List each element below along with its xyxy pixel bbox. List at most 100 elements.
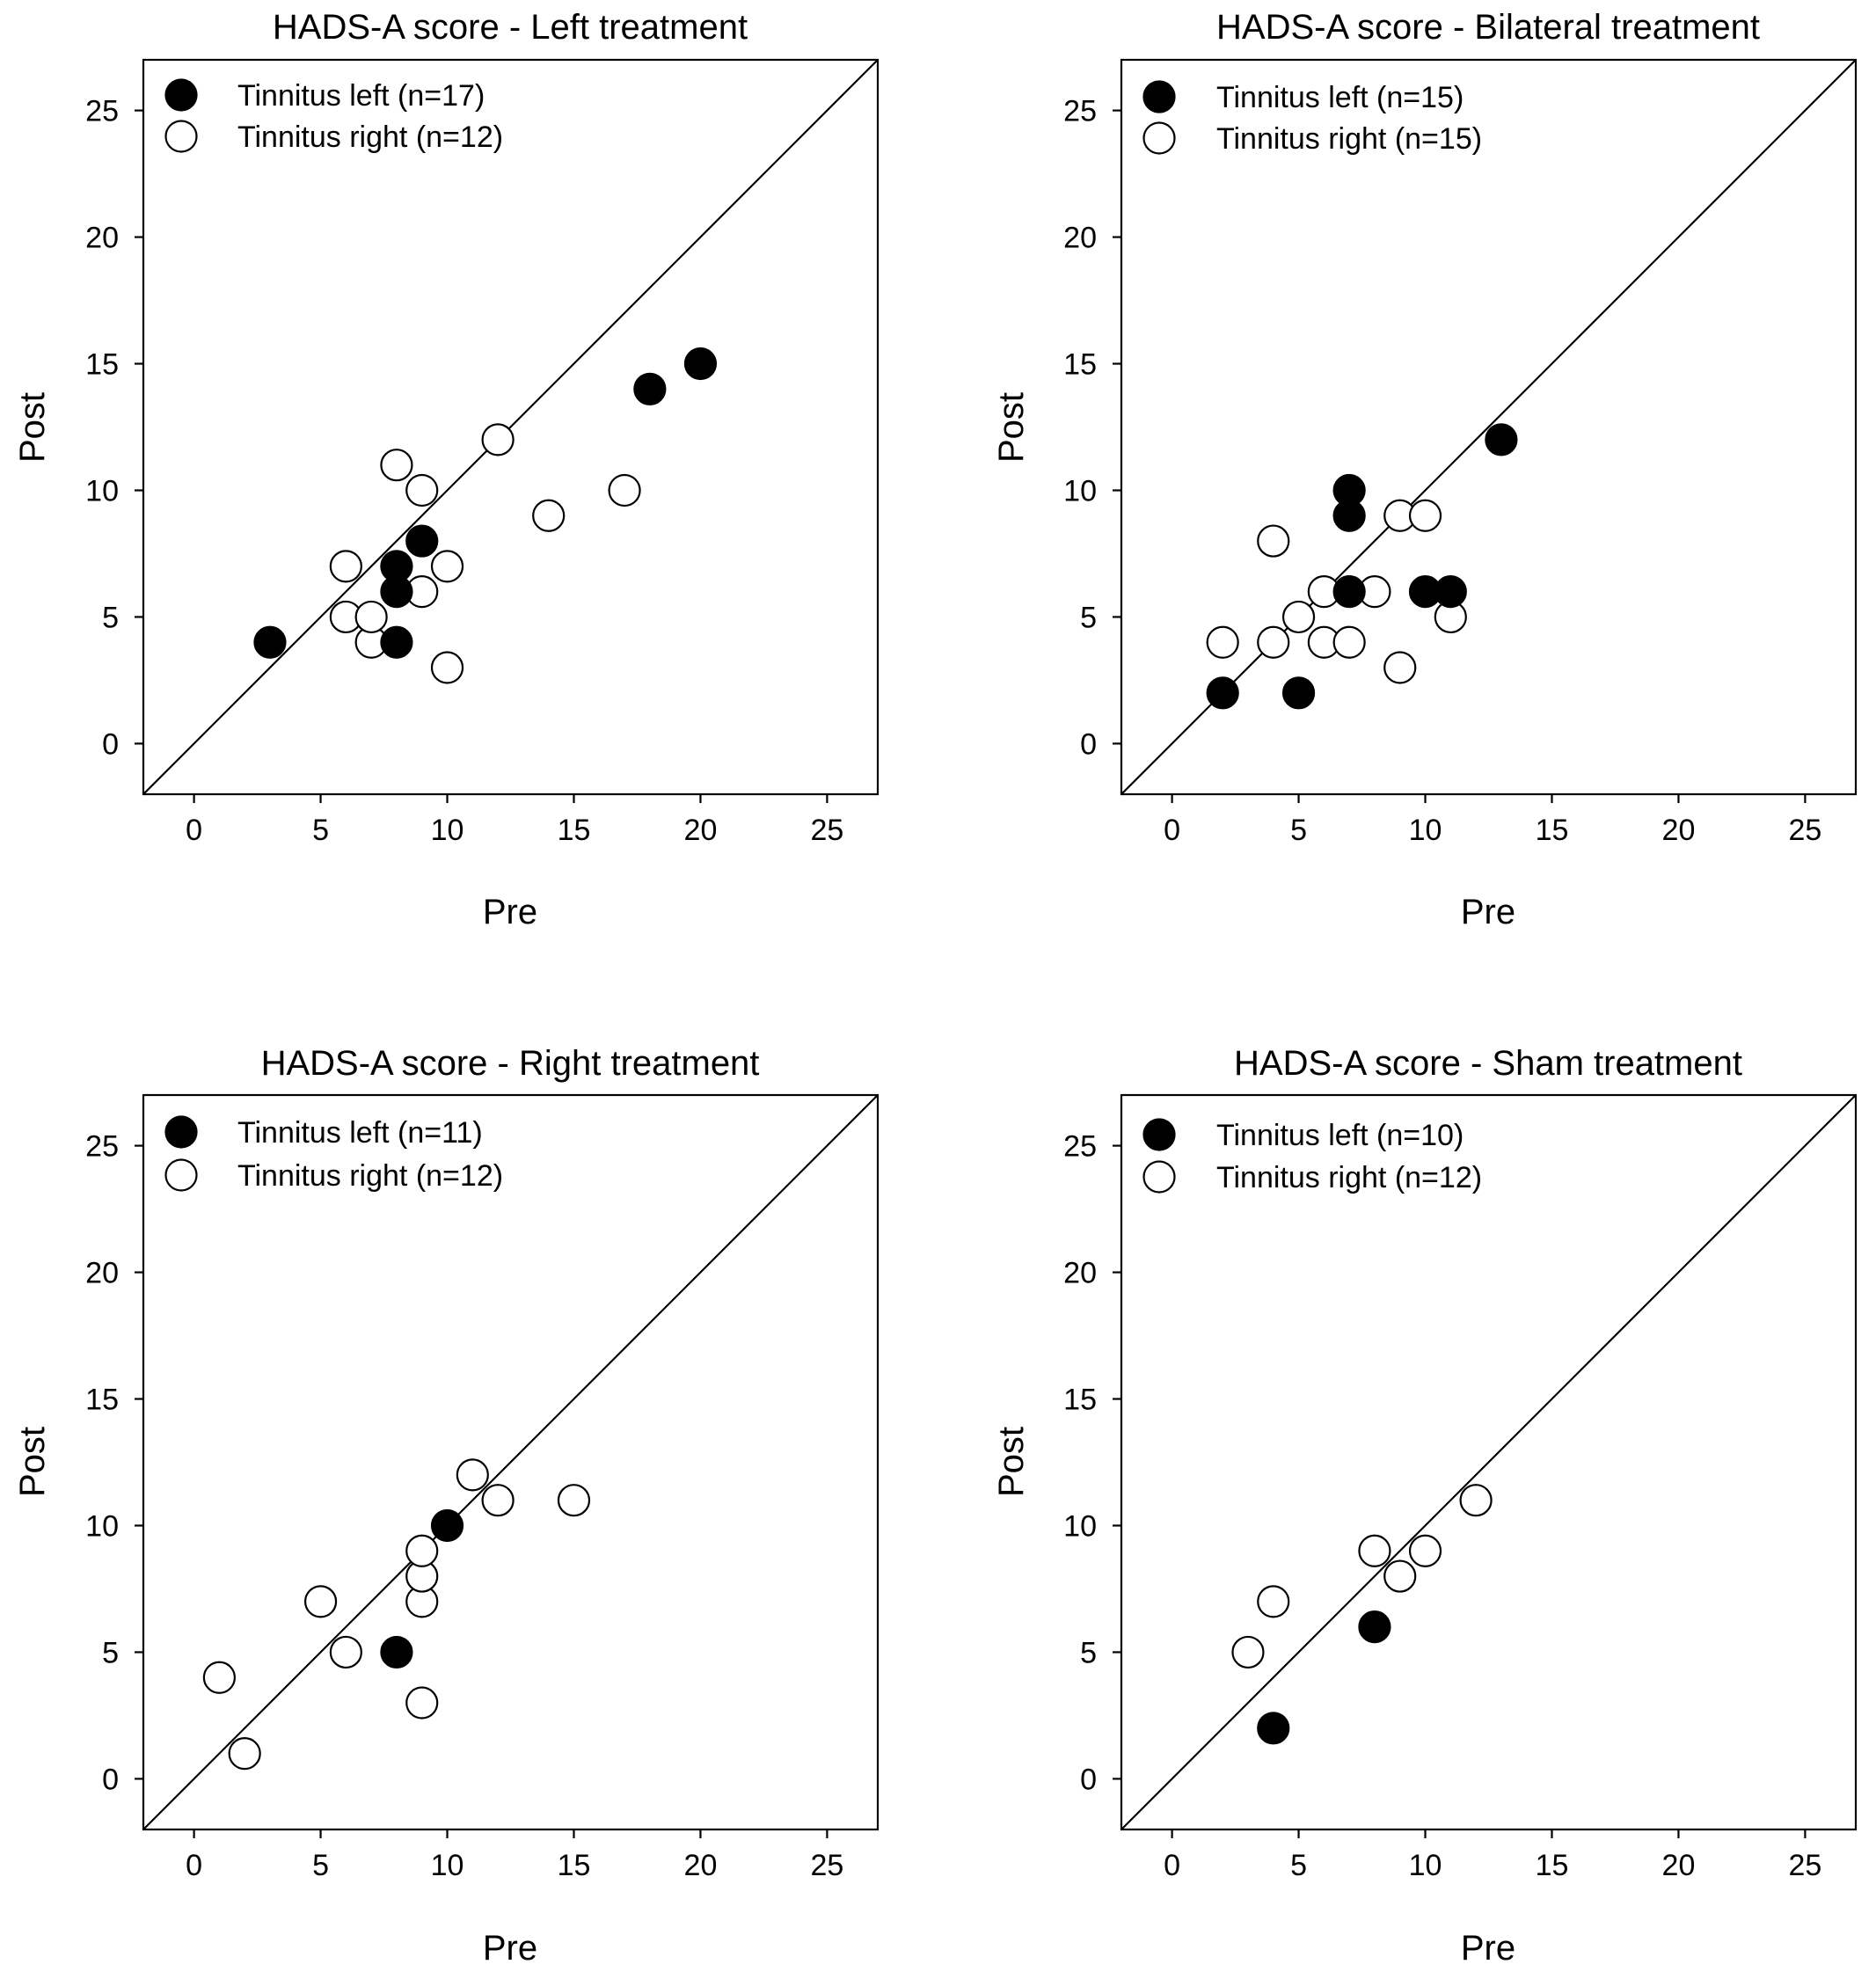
point-tinnitus-left bbox=[1434, 575, 1467, 609]
point-tinnitus-right bbox=[557, 1484, 591, 1517]
tick-group: 0 5 10 15 20 25 0 5 10 15 20 25 bbox=[1063, 1130, 1821, 1882]
y-tick-label: 20 bbox=[1063, 1257, 1097, 1290]
point-tinnitus-right bbox=[1383, 1559, 1417, 1593]
x-tick-label: 10 bbox=[431, 1849, 464, 1882]
point-tinnitus-right bbox=[303, 1585, 338, 1618]
point-tinnitus-right bbox=[1459, 1484, 1493, 1517]
y-axis-label: Post bbox=[13, 1427, 52, 1497]
y-tick-label: 10 bbox=[1063, 1509, 1097, 1543]
point-tinnitus-right bbox=[1408, 1534, 1442, 1567]
y-tick-label: 25 bbox=[1063, 95, 1097, 128]
x-tick-label: 15 bbox=[1536, 814, 1569, 847]
point-tinnitus-right bbox=[1358, 1534, 1391, 1567]
y-tick-label: 5 bbox=[102, 1636, 119, 1669]
x-axis-label: Pre bbox=[1461, 893, 1515, 931]
x-tick-label: 10 bbox=[1409, 1849, 1442, 1882]
point-tinnitus-left bbox=[1485, 423, 1518, 456]
y-tick-label: 0 bbox=[102, 1763, 119, 1796]
x-tick-label: 25 bbox=[810, 814, 843, 847]
x-tick-label: 25 bbox=[810, 1849, 843, 1882]
point-tinnitus-left bbox=[380, 1635, 413, 1669]
point-tinnitus-left bbox=[1281, 676, 1316, 710]
legend-label-tinnitus-right: Tinnitus right (n=15) bbox=[1216, 122, 1482, 156]
mark-group bbox=[1120, 1094, 1857, 1830]
x-tick-label: 5 bbox=[312, 814, 329, 847]
x-tick-label: 5 bbox=[1290, 814, 1307, 847]
mark-group bbox=[142, 1094, 879, 1830]
point-tinnitus-left bbox=[1206, 676, 1239, 710]
y-tick-label: 5 bbox=[1080, 601, 1097, 634]
point-tinnitus-left bbox=[683, 347, 718, 381]
point-tinnitus-left bbox=[1332, 473, 1366, 508]
x-tick-label: 0 bbox=[186, 814, 202, 847]
x-tick-label: 15 bbox=[1536, 1849, 1569, 1882]
point-tinnitus-right bbox=[608, 473, 641, 508]
chart-title: HADS-A score - Right treatment bbox=[261, 1044, 760, 1083]
y-tick-label: 0 bbox=[1080, 727, 1097, 761]
panel-left-treatment: HADS-A score - Left treatment 0 5 10 15 20 25… bbox=[13, 8, 880, 931]
y-tick-label: 25 bbox=[85, 95, 119, 128]
y-tick-label: 10 bbox=[85, 474, 119, 508]
point-tinnitus-right bbox=[202, 1661, 236, 1694]
x-tick-label: 15 bbox=[558, 1849, 591, 1882]
point-tinnitus-right bbox=[430, 550, 464, 583]
point-tinnitus-right bbox=[1281, 600, 1316, 634]
legend-marker-open bbox=[164, 1158, 198, 1192]
point-tinnitus-left bbox=[1332, 575, 1366, 609]
plot-frame bbox=[142, 58, 880, 796]
legend-marker-filled bbox=[1142, 80, 1176, 113]
y-tick-label: 20 bbox=[85, 222, 119, 255]
point-tinnitus-left bbox=[405, 524, 439, 558]
y-tick-label: 5 bbox=[1080, 1636, 1097, 1669]
legend: Tinnitus left (n=15) Tinnitus right (n=1… bbox=[1142, 80, 1482, 156]
plot-frame bbox=[1120, 1093, 1858, 1831]
legend: Tinnitus left (n=17) Tinnitus right (n=1… bbox=[164, 78, 503, 154]
legend-label-tinnitus-right: Tinnitus right (n=12) bbox=[237, 1159, 503, 1193]
identity-line bbox=[142, 1094, 879, 1830]
plot-frame bbox=[1120, 58, 1858, 796]
x-tick-label: 20 bbox=[1662, 814, 1696, 847]
tick-group: 0 5 10 15 20 25 0 5 10 15 20 25 bbox=[85, 95, 843, 847]
point-tinnitus-right bbox=[1206, 625, 1239, 659]
point-tinnitus-right bbox=[1257, 1585, 1290, 1618]
y-axis-label: Post bbox=[13, 392, 52, 463]
y-tick-label: 25 bbox=[1063, 1130, 1097, 1164]
x-tick-label: 5 bbox=[312, 1849, 329, 1882]
x-tick-label: 0 bbox=[1164, 814, 1180, 847]
point-tinnitus-right bbox=[380, 449, 413, 482]
legend-label-tinnitus-left: Tinnitus left (n=11) bbox=[237, 1116, 483, 1150]
y-axis-label: Post bbox=[992, 1427, 1031, 1497]
panel-sham-treatment: HADS-A score - Sham treatment 0 5 10 15 20 25… bbox=[992, 1044, 1858, 1968]
x-axis-label: Pre bbox=[1461, 1929, 1515, 1968]
y-tick-label: 15 bbox=[85, 348, 119, 382]
point-tinnitus-right bbox=[1231, 1635, 1265, 1669]
legend-label-tinnitus-left: Tinnitus left (n=15) bbox=[1216, 81, 1464, 114]
point-tinnitus-right bbox=[405, 473, 439, 508]
identity-line bbox=[1120, 1094, 1857, 1830]
x-tick-label: 25 bbox=[1788, 814, 1821, 847]
legend-label-tinnitus-right: Tinnitus right (n=12) bbox=[237, 120, 503, 154]
point-tinnitus-right bbox=[329, 1635, 362, 1669]
y-tick-label: 20 bbox=[85, 1257, 119, 1290]
x-tick-label: 0 bbox=[1164, 1849, 1180, 1882]
x-tick-label: 25 bbox=[1788, 1849, 1821, 1882]
x-tick-label: 0 bbox=[186, 1849, 202, 1882]
y-tick-label: 0 bbox=[1080, 1763, 1097, 1796]
y-tick-label: 10 bbox=[85, 1509, 119, 1543]
y-tick-label: 20 bbox=[1063, 222, 1097, 255]
legend-label-tinnitus-right: Tinnitus right (n=12) bbox=[1216, 1161, 1482, 1194]
identity-line bbox=[1120, 59, 1857, 795]
point-tinnitus-right bbox=[532, 499, 566, 532]
x-tick-label: 15 bbox=[558, 814, 591, 847]
point-tinnitus-right bbox=[456, 1458, 489, 1492]
point-tinnitus-left bbox=[1358, 1610, 1391, 1644]
legend-marker-open bbox=[1142, 1160, 1176, 1194]
legend-label-tinnitus-left: Tinnitus left (n=17) bbox=[237, 79, 485, 113]
y-tick-label: 15 bbox=[1063, 1384, 1097, 1417]
legend-marker-filled bbox=[164, 78, 198, 112]
point-tinnitus-right bbox=[1408, 499, 1442, 532]
legend-marker-filled bbox=[1142, 1118, 1176, 1151]
y-tick-label: 25 bbox=[85, 1130, 119, 1164]
panel-bilateral-treatment: HADS-A score - Bilateral treatment 0 5 10 1… bbox=[992, 8, 1858, 931]
